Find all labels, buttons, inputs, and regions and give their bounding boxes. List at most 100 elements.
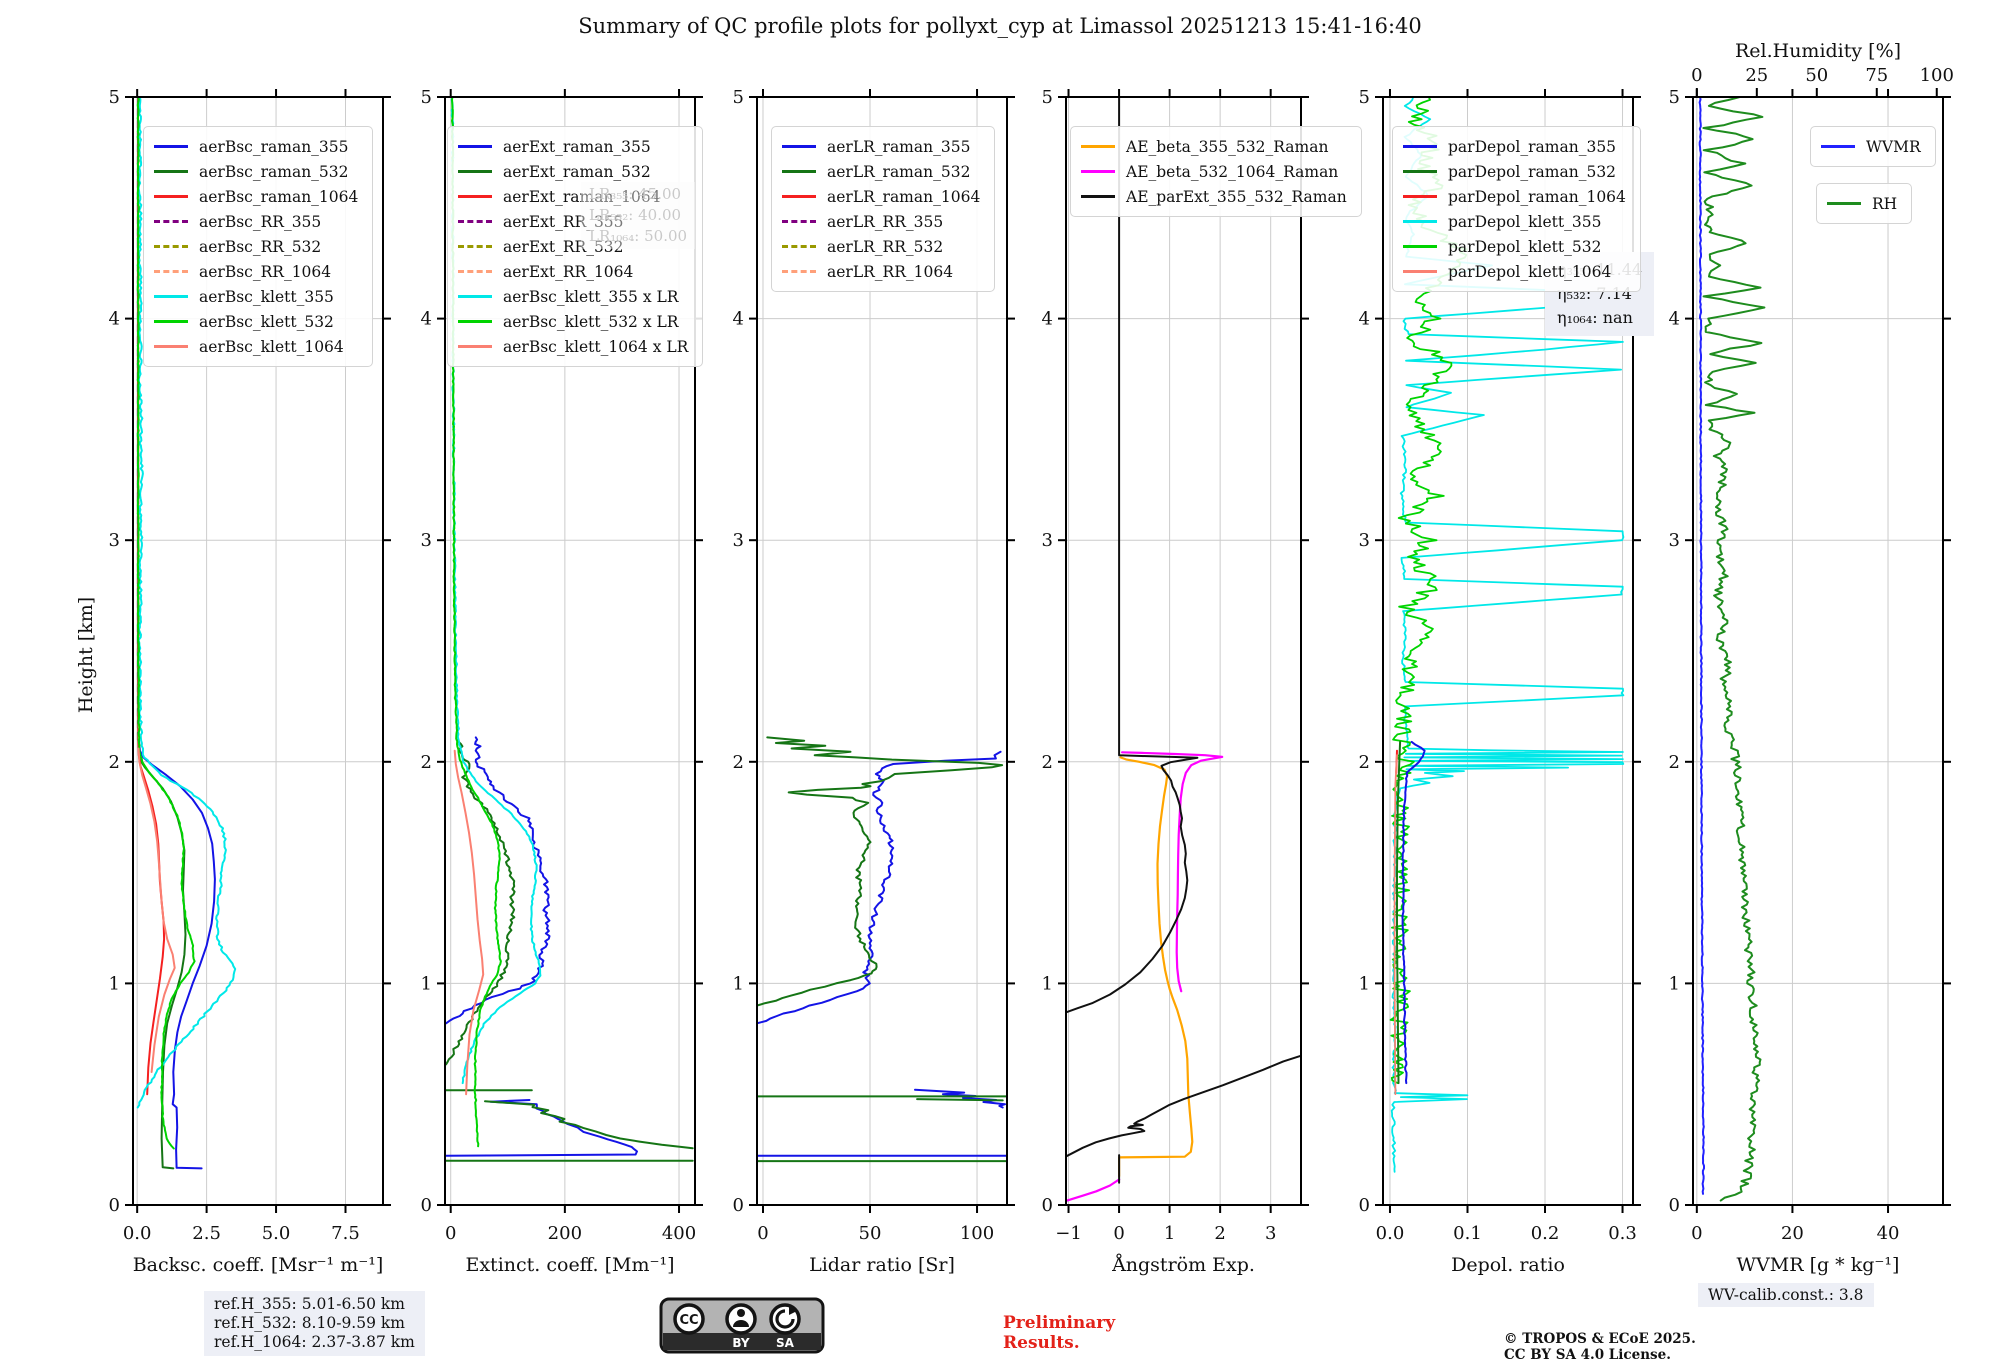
legend-label: aerBsc_klett_355 bbox=[199, 287, 334, 306]
legend-swatch-icon bbox=[154, 220, 188, 223]
legend-swatch-icon bbox=[782, 270, 816, 273]
legend-swatch-icon bbox=[154, 320, 188, 323]
svg-text:1: 1 bbox=[1669, 973, 1680, 994]
by-label: BY bbox=[732, 1336, 749, 1350]
svg-text:2: 2 bbox=[421, 752, 432, 773]
legend-label: aerLR_RR_1064 bbox=[827, 262, 954, 281]
x-axis-label: Ångström Exp. bbox=[1111, 1254, 1255, 1276]
legend-lidar-ratio: aerLR_raman_355 aerLR_raman_532 aerLR_rama… bbox=[771, 126, 996, 292]
legend-wvmr-1: RH bbox=[1816, 183, 1913, 224]
axes: 0.0 2.5 5.0 7.5 Backsc. coeff. [Msr⁻¹ m⁻¹] 0 1… bbox=[109, 87, 391, 1276]
svg-text:75: 75 bbox=[1865, 65, 1888, 86]
legend-label: aerLR_raman_532 bbox=[827, 162, 971, 181]
series-AE_beta_355_532_Raman bbox=[1117, 756, 1194, 1178]
ref-h-355: ref.H_355: 5.01-6.50 km bbox=[214, 1295, 405, 1313]
legend-swatch-icon bbox=[154, 295, 188, 298]
legend-entry: aerLR_raman_532 bbox=[782, 159, 980, 184]
legend-label: parDepol_klett_355 bbox=[1448, 212, 1602, 231]
svg-text:400: 400 bbox=[662, 1223, 696, 1244]
svg-text:1: 1 bbox=[1359, 973, 1370, 994]
legend-label: aerLR_RR_532 bbox=[827, 237, 944, 256]
svg-text:5: 5 bbox=[1669, 87, 1680, 108]
svg-text:4: 4 bbox=[733, 309, 744, 330]
svg-text:4: 4 bbox=[109, 309, 120, 330]
legend-entry: aerBsc_klett_532 x LR bbox=[458, 309, 688, 334]
svg-text:1: 1 bbox=[733, 973, 744, 994]
legend-backscatter: aerBsc_raman_355 aerBsc_raman_532 aerBsc_r… bbox=[143, 126, 374, 367]
svg-text:2: 2 bbox=[733, 752, 744, 773]
legend-entry: AE_beta_532_1064_Raman bbox=[1081, 159, 1347, 184]
svg-text:0: 0 bbox=[733, 1195, 744, 1216]
series-aerBsc_klett_1064 bbox=[137, 747, 176, 1073]
svg-text:4: 4 bbox=[1669, 309, 1680, 330]
legend-swatch-icon bbox=[458, 170, 492, 173]
legend-label: aerBsc_RR_532 bbox=[199, 237, 322, 256]
series-aerExt_raman_532 bbox=[484, 1100, 694, 1150]
legend-entry: aerExt_RR_1064 bbox=[458, 259, 688, 284]
legend-label: parDepol_raman_532 bbox=[1448, 162, 1617, 181]
legend-label: aerBsc_klett_1064 bbox=[199, 337, 344, 356]
legend-swatch-icon bbox=[458, 195, 492, 198]
series-AE_beta_532_1064_Raman bbox=[1120, 751, 1224, 993]
series-AE_parExt_355_532_Raman bbox=[1066, 97, 1199, 1014]
legend-entry: parDepol_klett_1064 bbox=[1403, 259, 1626, 284]
legend-swatch-icon bbox=[1403, 145, 1437, 148]
legend-swatch-icon bbox=[154, 245, 188, 248]
series-aerExt_raman_355 bbox=[445, 736, 551, 1025]
legend-label: AE_beta_355_532_Raman bbox=[1126, 137, 1329, 156]
legend-swatch-icon bbox=[458, 245, 492, 248]
legend-swatch-icon bbox=[1403, 195, 1437, 198]
legend-entry: aerExt_RR_532 bbox=[458, 234, 688, 259]
series-aerBsc_klett_1064 x LR bbox=[453, 749, 485, 1096]
svg-text:2.5: 2.5 bbox=[192, 1223, 221, 1244]
series-aerLR_raman_532 bbox=[916, 1098, 1004, 1102]
legend-swatch-icon bbox=[154, 345, 188, 348]
svg-text:3: 3 bbox=[109, 530, 120, 551]
series-aerLR_raman_532 bbox=[757, 736, 1004, 1007]
annotation-extinction: LR₃₅₅: 45.00 LR₅₃₂: 40.00 LR₁₀₆₄: 50.00 bbox=[581, 182, 696, 249]
legend-swatch-icon bbox=[782, 195, 816, 198]
legend-swatch-icon bbox=[1403, 220, 1437, 223]
svg-text:1: 1 bbox=[421, 973, 432, 994]
svg-text:20: 20 bbox=[1781, 1223, 1804, 1244]
gridlines bbox=[1693, 97, 1943, 1205]
legend-label: aerBsc_klett_532 x LR bbox=[503, 312, 679, 331]
svg-text:5: 5 bbox=[421, 87, 432, 108]
svg-text:3: 3 bbox=[1359, 530, 1370, 551]
svg-text:3: 3 bbox=[1042, 530, 1053, 551]
legend-swatch-icon bbox=[458, 320, 492, 323]
wv-calibration-box: WV-calib.const.: 3.8 bbox=[1698, 1283, 1874, 1307]
legend-swatch-icon bbox=[458, 295, 492, 298]
legend-label: aerExt_RR_1064 bbox=[503, 262, 634, 281]
legend-label: parDepol_raman_1064 bbox=[1448, 187, 1626, 206]
x-axis-label: Backsc. coeff. [Msr⁻¹ m⁻¹] bbox=[133, 1254, 384, 1276]
share-alike-arrow-icon bbox=[775, 1309, 795, 1329]
legend-entry: aerExt_RR_355 bbox=[458, 209, 688, 234]
x-axis-label: Depol. ratio bbox=[1451, 1254, 1565, 1276]
page-title: Summary of QC profile plots for pollyxt_… bbox=[578, 14, 1422, 38]
legend-swatch-icon bbox=[154, 145, 188, 148]
svg-text:1: 1 bbox=[1164, 1223, 1175, 1244]
series-group bbox=[1698, 97, 1766, 1202]
svg-text:0: 0 bbox=[421, 1195, 432, 1216]
preliminary-results-note: Preliminary Results. bbox=[1003, 1313, 1116, 1353]
svg-text:2: 2 bbox=[1214, 1223, 1225, 1244]
legend-swatch-icon bbox=[1081, 195, 1115, 198]
legend-angstrom: AE_beta_355_532_Raman AE_beta_532_1064_Ra… bbox=[1070, 126, 1362, 217]
series-aerBsc_klett_532 bbox=[136, 97, 196, 1150]
legend-swatch-icon bbox=[782, 145, 816, 148]
legend-label: aerExt_raman_532 bbox=[503, 162, 651, 181]
legend-swatch-icon bbox=[458, 145, 492, 148]
legend-entry: parDepol_klett_532 bbox=[1403, 234, 1626, 259]
svg-text:0.0: 0.0 bbox=[1376, 1223, 1405, 1244]
svg-text:2: 2 bbox=[1042, 752, 1053, 773]
svg-text:5: 5 bbox=[1042, 87, 1053, 108]
legend-label: WVMR bbox=[1866, 137, 1921, 156]
series-aerLR_raman_355 bbox=[914, 1088, 1007, 1109]
legend-swatch-icon bbox=[1403, 245, 1437, 248]
legend-label: AE_beta_532_1064_Raman bbox=[1126, 162, 1339, 181]
svg-text:50: 50 bbox=[1805, 65, 1828, 86]
